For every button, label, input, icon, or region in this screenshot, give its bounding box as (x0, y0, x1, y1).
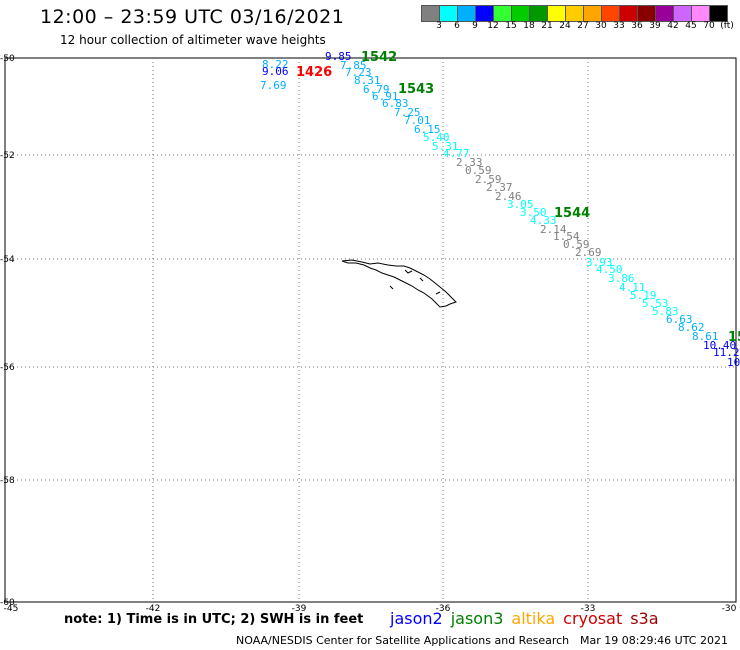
colorbar-tick-label: (ft) (720, 21, 734, 31)
satellite-legend: jason2 jason3 altika cryosat s3a (390, 609, 667, 628)
map-frame (4, 57, 737, 603)
wave-height-label: 7.69 (260, 79, 287, 92)
colorbar-swatch (709, 5, 728, 22)
wave-height-labels: 8.229.067.69 9.857.857.238.316.796.916.83… (260, 50, 740, 369)
wave-height-label: 9.06 (262, 65, 289, 78)
wave-height-label: 2.69 (575, 246, 602, 259)
axis-labels: -50 -52 -54 -56 -58 -60-45 -42 -39 -36 -33 -30 (0, 54, 737, 614)
longitude-label: -45 (4, 604, 19, 614)
wave-height-label: 4.33 (530, 214, 557, 227)
coastline-detail (389, 269, 441, 295)
wave-height-label: 8.22 (262, 58, 289, 71)
pass-number: 1542 (361, 50, 397, 65)
latitude-label: -56 (0, 363, 15, 373)
longitude-label: -33 (581, 604, 596, 614)
longitude-label: -30 (722, 604, 737, 614)
wave-height-label: 2.59 (475, 173, 502, 186)
generated-timestamp: Mar 19 08:29:46 UTC 2021 (580, 634, 728, 647)
pass-number: 1543 (398, 82, 434, 97)
colorbar-tick-label: 70 (703, 21, 715, 31)
wave-height-label: 0.59 (465, 164, 492, 177)
wave-height-label: 6.15 (414, 123, 441, 136)
satellite-name: jason2 (390, 609, 443, 628)
wave-height-label: 11.2 (713, 346, 740, 359)
wave-height-label: 6.83 (382, 97, 409, 110)
colorbar-tick-label: 15 (505, 21, 517, 31)
wave-height-label: 5.83 (652, 305, 679, 318)
latitude-label: -54 (0, 255, 15, 265)
wave-height-label: 0.59 (563, 238, 590, 251)
wave-height-label: 7.25 (394, 106, 421, 119)
pass-number: 1426 (296, 65, 332, 80)
colorbar-tick-label: 42 (667, 21, 679, 31)
wave-height-label: 5.53 (642, 297, 669, 310)
wave-height-label: 4.77 (443, 147, 470, 160)
longitude-label: -36 (436, 604, 451, 614)
map-subtitle: 12 hour collection of altimeter wave hei… (60, 33, 326, 47)
wave-height-label: 3.50 (520, 206, 547, 219)
wave-height-label: 3.93 (586, 256, 613, 269)
colorbar-tick-label: 6 (454, 21, 460, 31)
wave-height-label: 2.33 (456, 156, 483, 169)
satellite-name: cryosat (563, 609, 623, 628)
colorbar-tick-label: 30 (595, 21, 607, 31)
wave-height-label: 5.19 (630, 289, 657, 302)
wave-height-label: 2.46 (495, 190, 522, 203)
wave-height-label: 8.62 (678, 321, 705, 334)
wave-height-label: 7.23 (345, 66, 372, 79)
latitude-label: -58 (0, 476, 15, 486)
wave-height-colorbar (421, 5, 728, 22)
colorbar-tick-label: 18 (523, 21, 535, 31)
colorbar-tick-label: 24 (559, 21, 571, 31)
wave-height-label: 8.31 (354, 74, 381, 87)
wave-height-label: 8.61 (692, 330, 719, 343)
wave-height-label: 4.50 (596, 263, 623, 276)
satellite-name: jason3 (450, 609, 504, 628)
colorbar-tick-label: 33 (613, 21, 625, 31)
wave-height-label: 10.40 (703, 339, 736, 352)
wave-height-label: 5.31 (432, 140, 459, 153)
latitude-label: -60 (0, 598, 15, 608)
colorbar-tick-label: 39 (649, 21, 661, 31)
wave-height-label: 9.85 (325, 50, 352, 63)
colorbar-tick-label: 27 (577, 21, 589, 31)
south-georgia-coastline (341, 259, 457, 308)
pass-number: 15 (728, 330, 740, 345)
latitude-label: -50 (0, 54, 15, 64)
wave-height-label: 7.85 (340, 59, 367, 72)
colorbar-tick-label: 45 (685, 21, 697, 31)
wave-height-label: 3.05 (507, 198, 534, 211)
longitude-label: -39 (292, 604, 307, 614)
map-title: 12:00 – 23:59 UTC 03/16/2021 (40, 6, 345, 28)
colorbar-tick-label: 3 (436, 21, 442, 31)
colorbar-tick-label: 36 (631, 21, 643, 31)
wave-height-label: 2.14 (540, 223, 567, 236)
wave-height-label: 6.63 (666, 313, 693, 326)
wave-height-label: 6.79 (363, 83, 390, 96)
satellite-name: s3a (630, 609, 659, 628)
wave-height-label: 5.40 (423, 131, 450, 144)
graticule (5, 58, 736, 602)
satellite-name: altika (511, 609, 556, 628)
wave-height-label: 10 (727, 356, 740, 369)
wave-height-label: 3.86 (608, 272, 635, 285)
wave-height-label: 1.54 (553, 230, 580, 243)
wave-height-label: 6.91 (372, 90, 399, 103)
wave-height-label: 4.11 (619, 281, 646, 294)
colorbar-tick-label: 9 (472, 21, 478, 31)
longitude-label: -42 (146, 604, 161, 614)
pass-number: 1544 (554, 206, 590, 221)
latitude-label: -52 (0, 151, 15, 161)
footer-note: note: 1) Time is in UTC; 2) SWH is in fe… (64, 612, 364, 627)
wave-height-label: 2.37 (486, 181, 513, 194)
colorbar-tick-label: 21 (541, 21, 553, 31)
pass-numbers: 1542 1426 1543 1544 15 (296, 50, 740, 345)
credit-line: NOAA/NESDIS Center for Satellite Applica… (236, 634, 570, 647)
colorbar-tick-label: 12 (487, 21, 499, 31)
wave-height-label: 7.01 (404, 114, 431, 127)
